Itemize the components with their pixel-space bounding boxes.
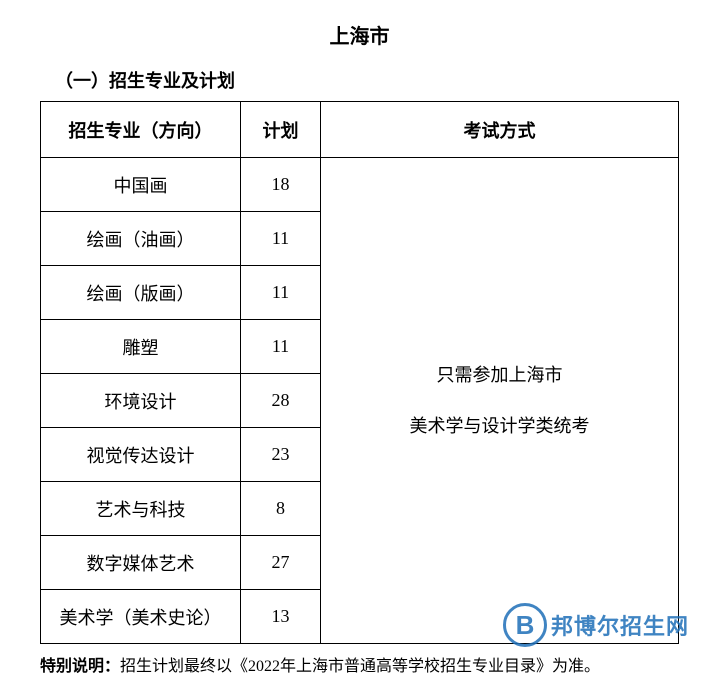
cell-major: 雕塑 [41, 320, 241, 374]
header-major: 招生专业（方向） [41, 102, 241, 158]
footnote: 特别说明：招生计划最终以《2022年上海市普通高等学校招生专业目录》为准。 [40, 652, 679, 676]
cell-plan: 23 [241, 428, 321, 482]
cell-major: 绘画（油画） [41, 212, 241, 266]
cell-major: 数字媒体艺术 [41, 536, 241, 590]
cell-plan: 28 [241, 374, 321, 428]
footnote-text: 招生计划最终以《2022年上海市普通高等学校招生专业目录》为准。 [120, 658, 600, 675]
cell-plan: 18 [241, 158, 321, 212]
cell-major: 绘画（版画） [41, 266, 241, 320]
header-method: 考试方式 [321, 102, 679, 158]
cell-plan: 11 [241, 320, 321, 374]
cell-plan: 27 [241, 536, 321, 590]
table-row: 中国画 18 只需参加上海市 美术学与设计学类统考 [41, 158, 679, 212]
section-subtitle: （一）招生专业及计划 [55, 67, 679, 93]
header-plan: 计划 [241, 102, 321, 158]
cell-major: 中国画 [41, 158, 241, 212]
cell-plan: 8 [241, 482, 321, 536]
method-line2: 美术学与设计学类统考 [321, 401, 678, 451]
footnote-label: 特别说明： [40, 658, 120, 675]
cell-plan: 13 [241, 590, 321, 644]
cell-major: 视觉传达设计 [41, 428, 241, 482]
watermark-text: 邦博尔招生网 [551, 609, 689, 641]
watermark-logo-icon: B [503, 603, 547, 647]
cell-method-merged: 只需参加上海市 美术学与设计学类统考 [321, 158, 679, 644]
cell-major: 美术学（美术史论） [41, 590, 241, 644]
cell-plan: 11 [241, 266, 321, 320]
cell-plan: 11 [241, 212, 321, 266]
cell-major: 环境设计 [41, 374, 241, 428]
page-title: 上海市 [40, 20, 679, 49]
method-line1: 只需参加上海市 [321, 350, 678, 400]
watermark: B 邦博尔招生网 [503, 603, 689, 647]
table-header-row: 招生专业（方向） 计划 考试方式 [41, 102, 679, 158]
admissions-table: 招生专业（方向） 计划 考试方式 中国画 18 只需参加上海市 美术学与设计学类… [40, 101, 679, 644]
cell-major: 艺术与科技 [41, 482, 241, 536]
